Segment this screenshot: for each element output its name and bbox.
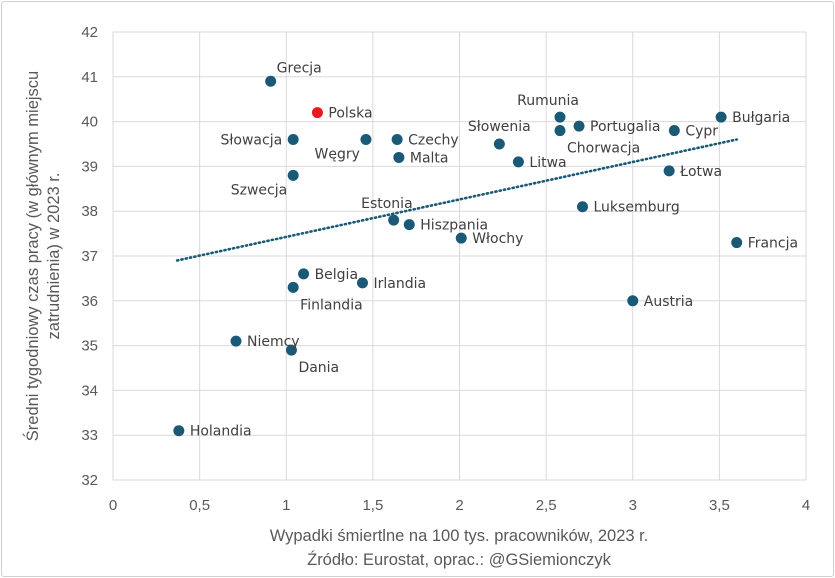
point-włochy (455, 232, 467, 244)
point-malta (393, 151, 405, 163)
y-tick-label: 39 (81, 158, 98, 175)
point-polska (311, 107, 323, 119)
point-label: Luksemburg (594, 200, 680, 216)
point-label: Irlandia (373, 276, 426, 292)
point-label: Francja (748, 236, 798, 252)
point-szwecja (287, 169, 299, 181)
gridlines (112, 31, 807, 481)
y-axis-title-line-2: zatrudnienia) w 2023 r. (45, 173, 63, 340)
y-tick-label: 35 (81, 338, 98, 355)
point-label: Estonia (361, 196, 413, 212)
point-łotwa (663, 165, 675, 177)
point-niemcy (230, 335, 242, 347)
point-finlandia (287, 281, 299, 293)
point-hiszpania (403, 219, 415, 231)
point-label: Niemcy (247, 334, 300, 350)
point-holandia (173, 425, 185, 437)
point-cypr (668, 125, 680, 137)
point-irlandia (356, 277, 368, 289)
trendline-line (175, 138, 739, 262)
point-czechy (391, 134, 403, 146)
x-axis-title: Wypadki śmiertlne na 100 tys. pracownikó… (270, 527, 649, 545)
point-portugalia (573, 120, 585, 132)
point-label: Węgry (315, 147, 360, 163)
point-luksemburg (577, 201, 589, 213)
point-label: Cypr (685, 124, 718, 140)
data-points (173, 75, 743, 437)
x-tick-label: 1,5 (362, 497, 383, 514)
x-tick-label: 2 (455, 497, 463, 514)
y-tick-label: 41 (81, 69, 98, 86)
point-label: Włochy (472, 231, 523, 247)
y-axis-title-line-1: Średni tygodniowy czas pracy (w głównym … (23, 71, 42, 441)
point-label: Finlandia (300, 297, 363, 313)
x-tick-label: 4 (802, 497, 810, 514)
point-label: Holandia (190, 424, 252, 440)
point-label: Dania (298, 360, 339, 376)
point-estonia (388, 214, 400, 226)
point-label: Rumunia (517, 93, 579, 109)
point-węgry (360, 134, 372, 146)
point-label: Grecja (277, 60, 322, 76)
y-tick-label: 33 (81, 427, 98, 444)
x-tick-label: 3 (629, 497, 637, 514)
y-tick-label: 37 (81, 248, 98, 265)
trendline (175, 138, 739, 262)
point-grecja (265, 75, 277, 87)
point-label: Litwa (529, 155, 566, 171)
point-label: Portugalia (590, 119, 660, 135)
point-label: Szwecja (231, 182, 287, 198)
y-tick-label: 34 (81, 382, 98, 399)
y-tick-label: 32 (81, 472, 98, 489)
point-label: Bułgaria (732, 110, 790, 126)
x-tick-label: 2,5 (536, 497, 557, 514)
point-label: Austria (644, 294, 693, 310)
source-note: Źródło: Eurostat, oprac.: @GSiemionczyk (307, 550, 612, 569)
x-tick-label: 0 (109, 497, 117, 514)
point-label: Hiszpania (420, 218, 488, 234)
point-belgia (298, 268, 310, 280)
y-axis-ticks: 32 33 34 35 36 37 38 39 40 41 42 (81, 24, 98, 489)
point-dania (285, 344, 297, 356)
point-label: Belgia (315, 267, 358, 283)
point-chorwacja (554, 125, 566, 137)
point-słowacja (287, 134, 299, 146)
point-austria (627, 295, 639, 307)
point-label: Słowenia (468, 119, 531, 135)
point-label: Malta (410, 150, 449, 166)
point-litwa (512, 156, 524, 168)
x-tick-label: 0,5 (189, 497, 210, 514)
y-tick-label: 40 (81, 114, 98, 131)
point-francja (731, 237, 743, 249)
y-tick-label: 36 (81, 293, 98, 310)
x-tick-label: 1 (282, 497, 290, 514)
point-label: Czechy (408, 133, 459, 149)
point-label: Polska (328, 106, 372, 122)
point-słowenia (493, 138, 505, 150)
point-label: Chorwacja (567, 141, 640, 157)
y-axis-title: Średni tygodniowy czas pracy (w głównym … (23, 71, 63, 441)
x-tick-label: 3,5 (709, 497, 730, 514)
point-rumunia (554, 111, 566, 123)
point-label: Słowacja (221, 133, 283, 149)
x-axis-ticks: 0 0,5 1 1,5 2 2,5 3 3,5 4 (109, 497, 810, 514)
point-bułgaria (715, 111, 727, 123)
point-label: Łotwa (679, 164, 722, 180)
y-tick-label: 42 (81, 24, 98, 41)
y-tick-label: 38 (81, 203, 98, 220)
